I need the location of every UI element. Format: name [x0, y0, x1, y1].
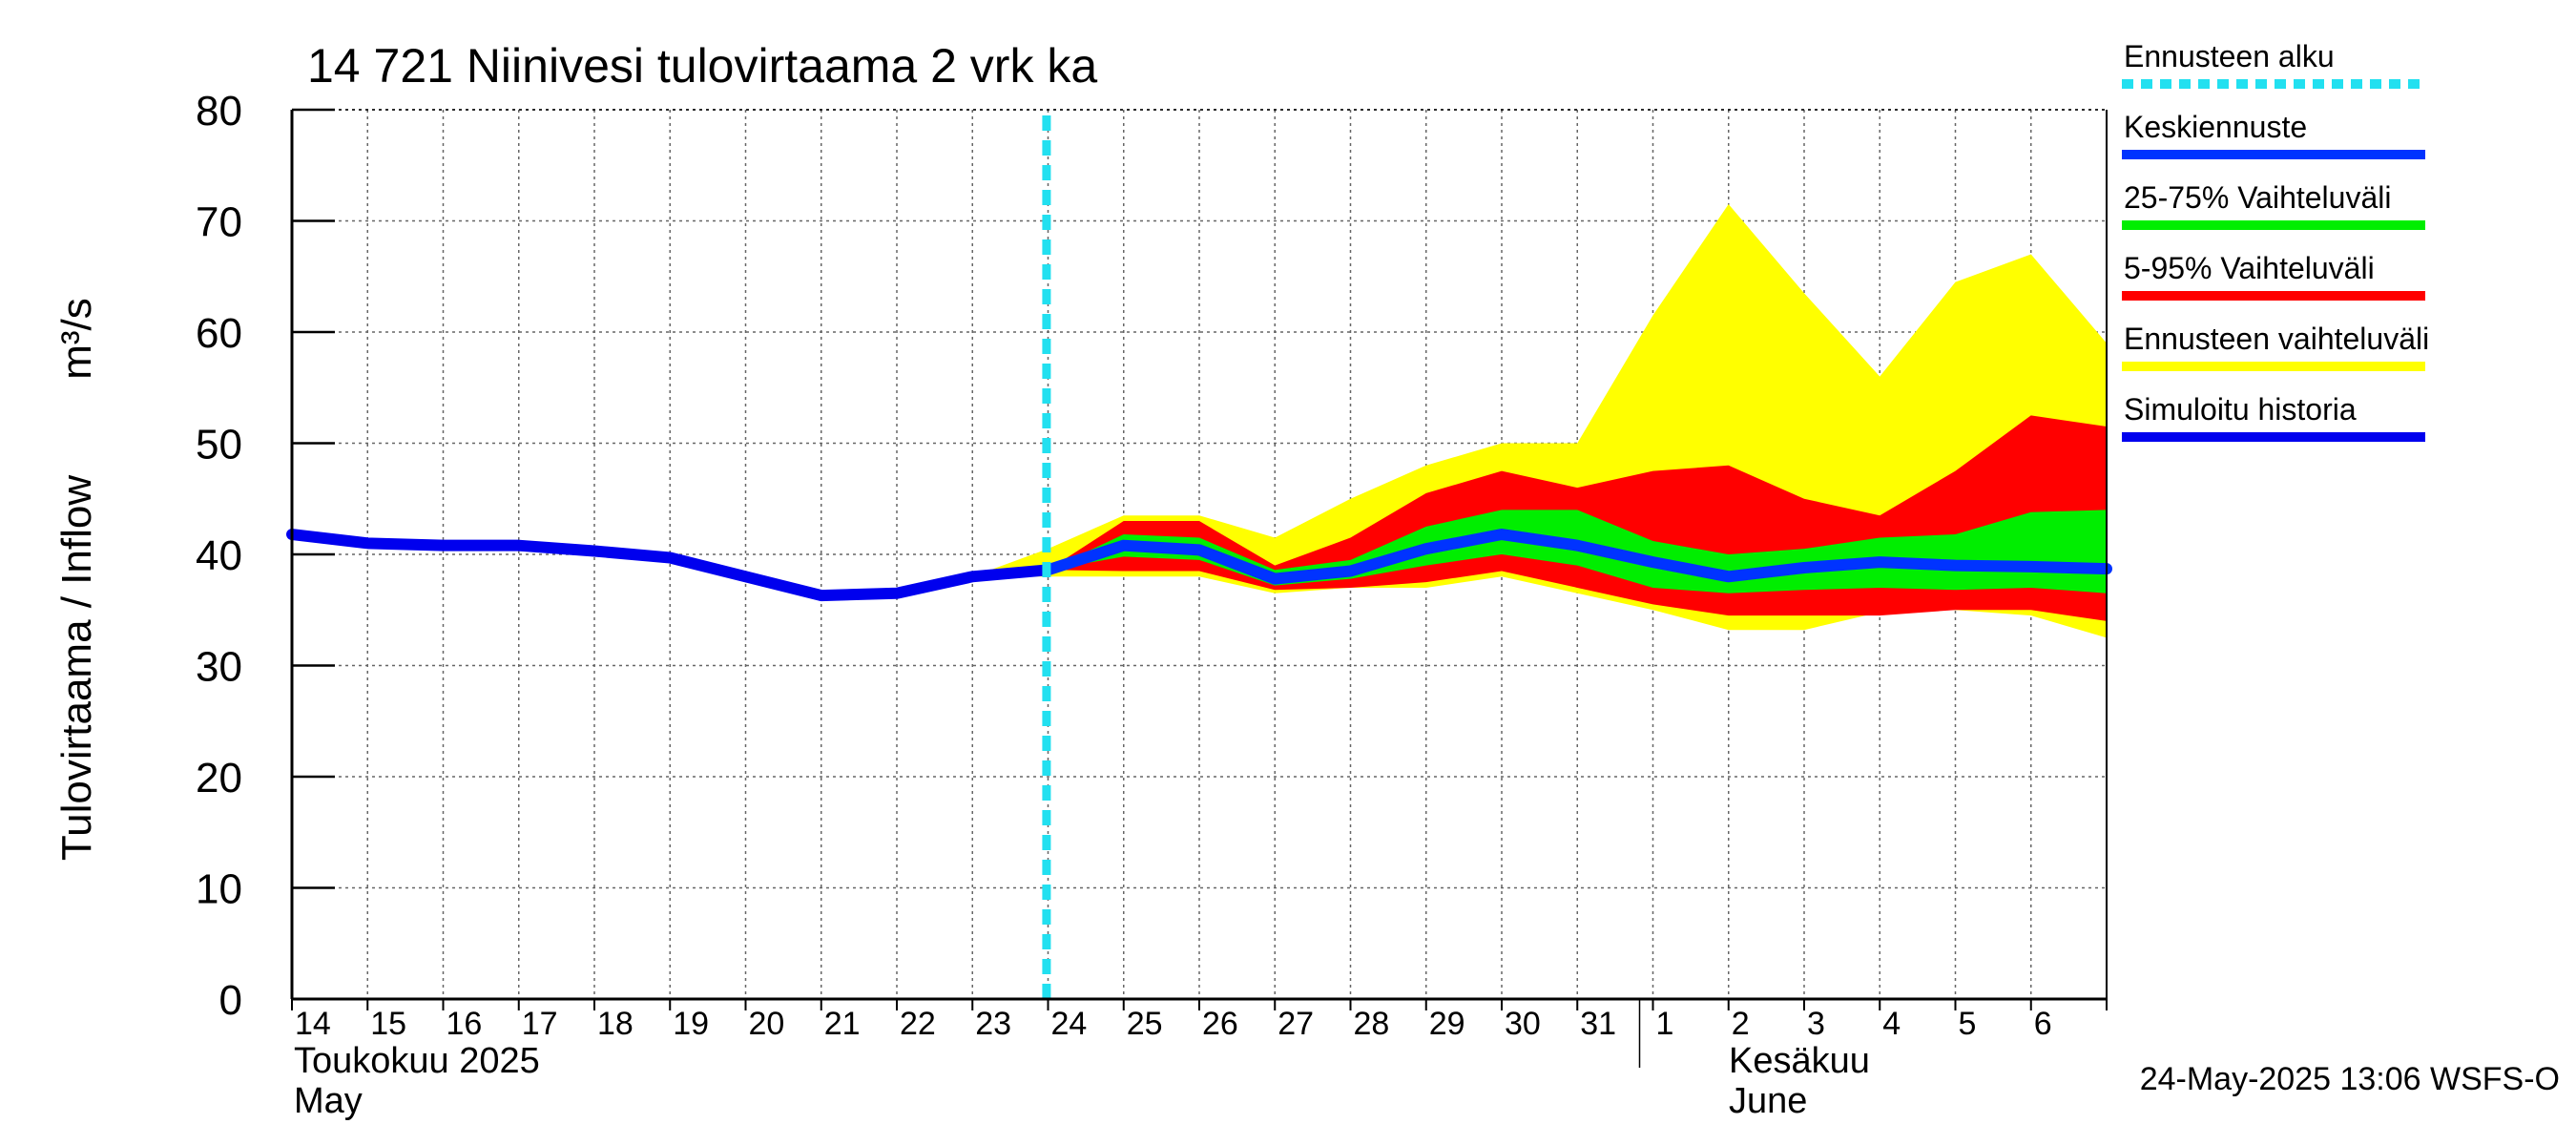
x-tick-label: 28 [1354, 1006, 1390, 1042]
series-lines [286, 529, 2112, 602]
month-label-june-en: June [1729, 1081, 1807, 1121]
x-tick-label: 27 [1278, 1006, 1314, 1042]
line-keskiennuste [1042, 529, 2112, 585]
timestamp: 24-May-2025 13:06 WSFS-O [2140, 1061, 2560, 1097]
axes [290, 108, 2108, 1068]
x-tick-label: 4 [1882, 1006, 1901, 1042]
x-tick-label: 18 [597, 1006, 634, 1042]
x-tick-label: 5 [1959, 1006, 1977, 1042]
y-tick-label: 80 [196, 88, 242, 135]
legend-label: Keskiennuste [2124, 110, 2307, 144]
y-tick-label: 30 [196, 644, 242, 691]
y-tick-label: 20 [196, 755, 242, 802]
y-tick-label: 40 [196, 532, 242, 579]
y-axis-unit: m³/s [53, 298, 100, 380]
month-label-june: Kesäkuu [1729, 1041, 1870, 1081]
month-label-may: Toukokuu 2025 [294, 1041, 540, 1081]
x-tick-label: 21 [824, 1006, 861, 1042]
x-tick-label: 6 [2034, 1006, 2052, 1042]
range-bands [972, 204, 2107, 638]
y-tick-labels: 0 10 20 30 40 50 60 70 80 [196, 88, 242, 1024]
y-tick-label: 60 [196, 310, 242, 357]
x-tick-label: 24 [1051, 1006, 1088, 1042]
y-tick-label: 70 [196, 199, 242, 246]
legend-label: Simuloitu historia [2124, 392, 2357, 427]
x-tick-label: 29 [1429, 1006, 1465, 1042]
x-tick-label: 14 [295, 1006, 331, 1042]
y-axis-label: Tulovirtaama / Inflow [53, 475, 100, 862]
legend-label: 5-95% Vaihteluväli [2124, 251, 2375, 285]
x-tick-label: 23 [975, 1006, 1011, 1042]
y-tick-label: 50 [196, 422, 242, 468]
chart-title: 14 721 Niinivesi tulovirtaama 2 vrk ka [307, 39, 1097, 93]
x-tick-label: 1 [1656, 1006, 1674, 1042]
x-tick-label: 15 [370, 1006, 406, 1042]
y-tick-label: 10 [196, 866, 242, 913]
x-tick-label: 19 [673, 1006, 709, 1042]
legend: Ennusteen alku Keskiennuste 25-75% Vaihtel… [2122, 39, 2429, 442]
x-tick-label: 25 [1127, 1006, 1163, 1042]
legend-label: 25-75% Vaihteluväli [2124, 180, 2391, 215]
month-label-may-en: May [294, 1081, 363, 1121]
x-tick-label: 17 [522, 1006, 558, 1042]
x-tick-label: 26 [1202, 1006, 1238, 1042]
x-tick-label: 22 [900, 1006, 936, 1042]
x-tick-label: 3 [1807, 1006, 1825, 1042]
x-tick-label: 31 [1580, 1006, 1616, 1042]
x-tick-label: 20 [749, 1006, 785, 1042]
x-tick-labels: 14 15 16 17 18 19 20 21 22 23 24 25 26 27 28 29 30 31 1 2 3 4… [295, 1006, 2052, 1042]
legend-label: Ennusteen alku [2124, 39, 2335, 73]
x-tick-label: 16 [447, 1006, 483, 1042]
x-tick-label: 2 [1732, 1006, 1750, 1042]
y-tick-label: 0 [219, 977, 242, 1024]
line-simuloitu-historia [286, 529, 1054, 602]
x-tick-label: 30 [1505, 1006, 1541, 1042]
legend-label: Ennusteen vaihteluväli [2124, 322, 2429, 356]
